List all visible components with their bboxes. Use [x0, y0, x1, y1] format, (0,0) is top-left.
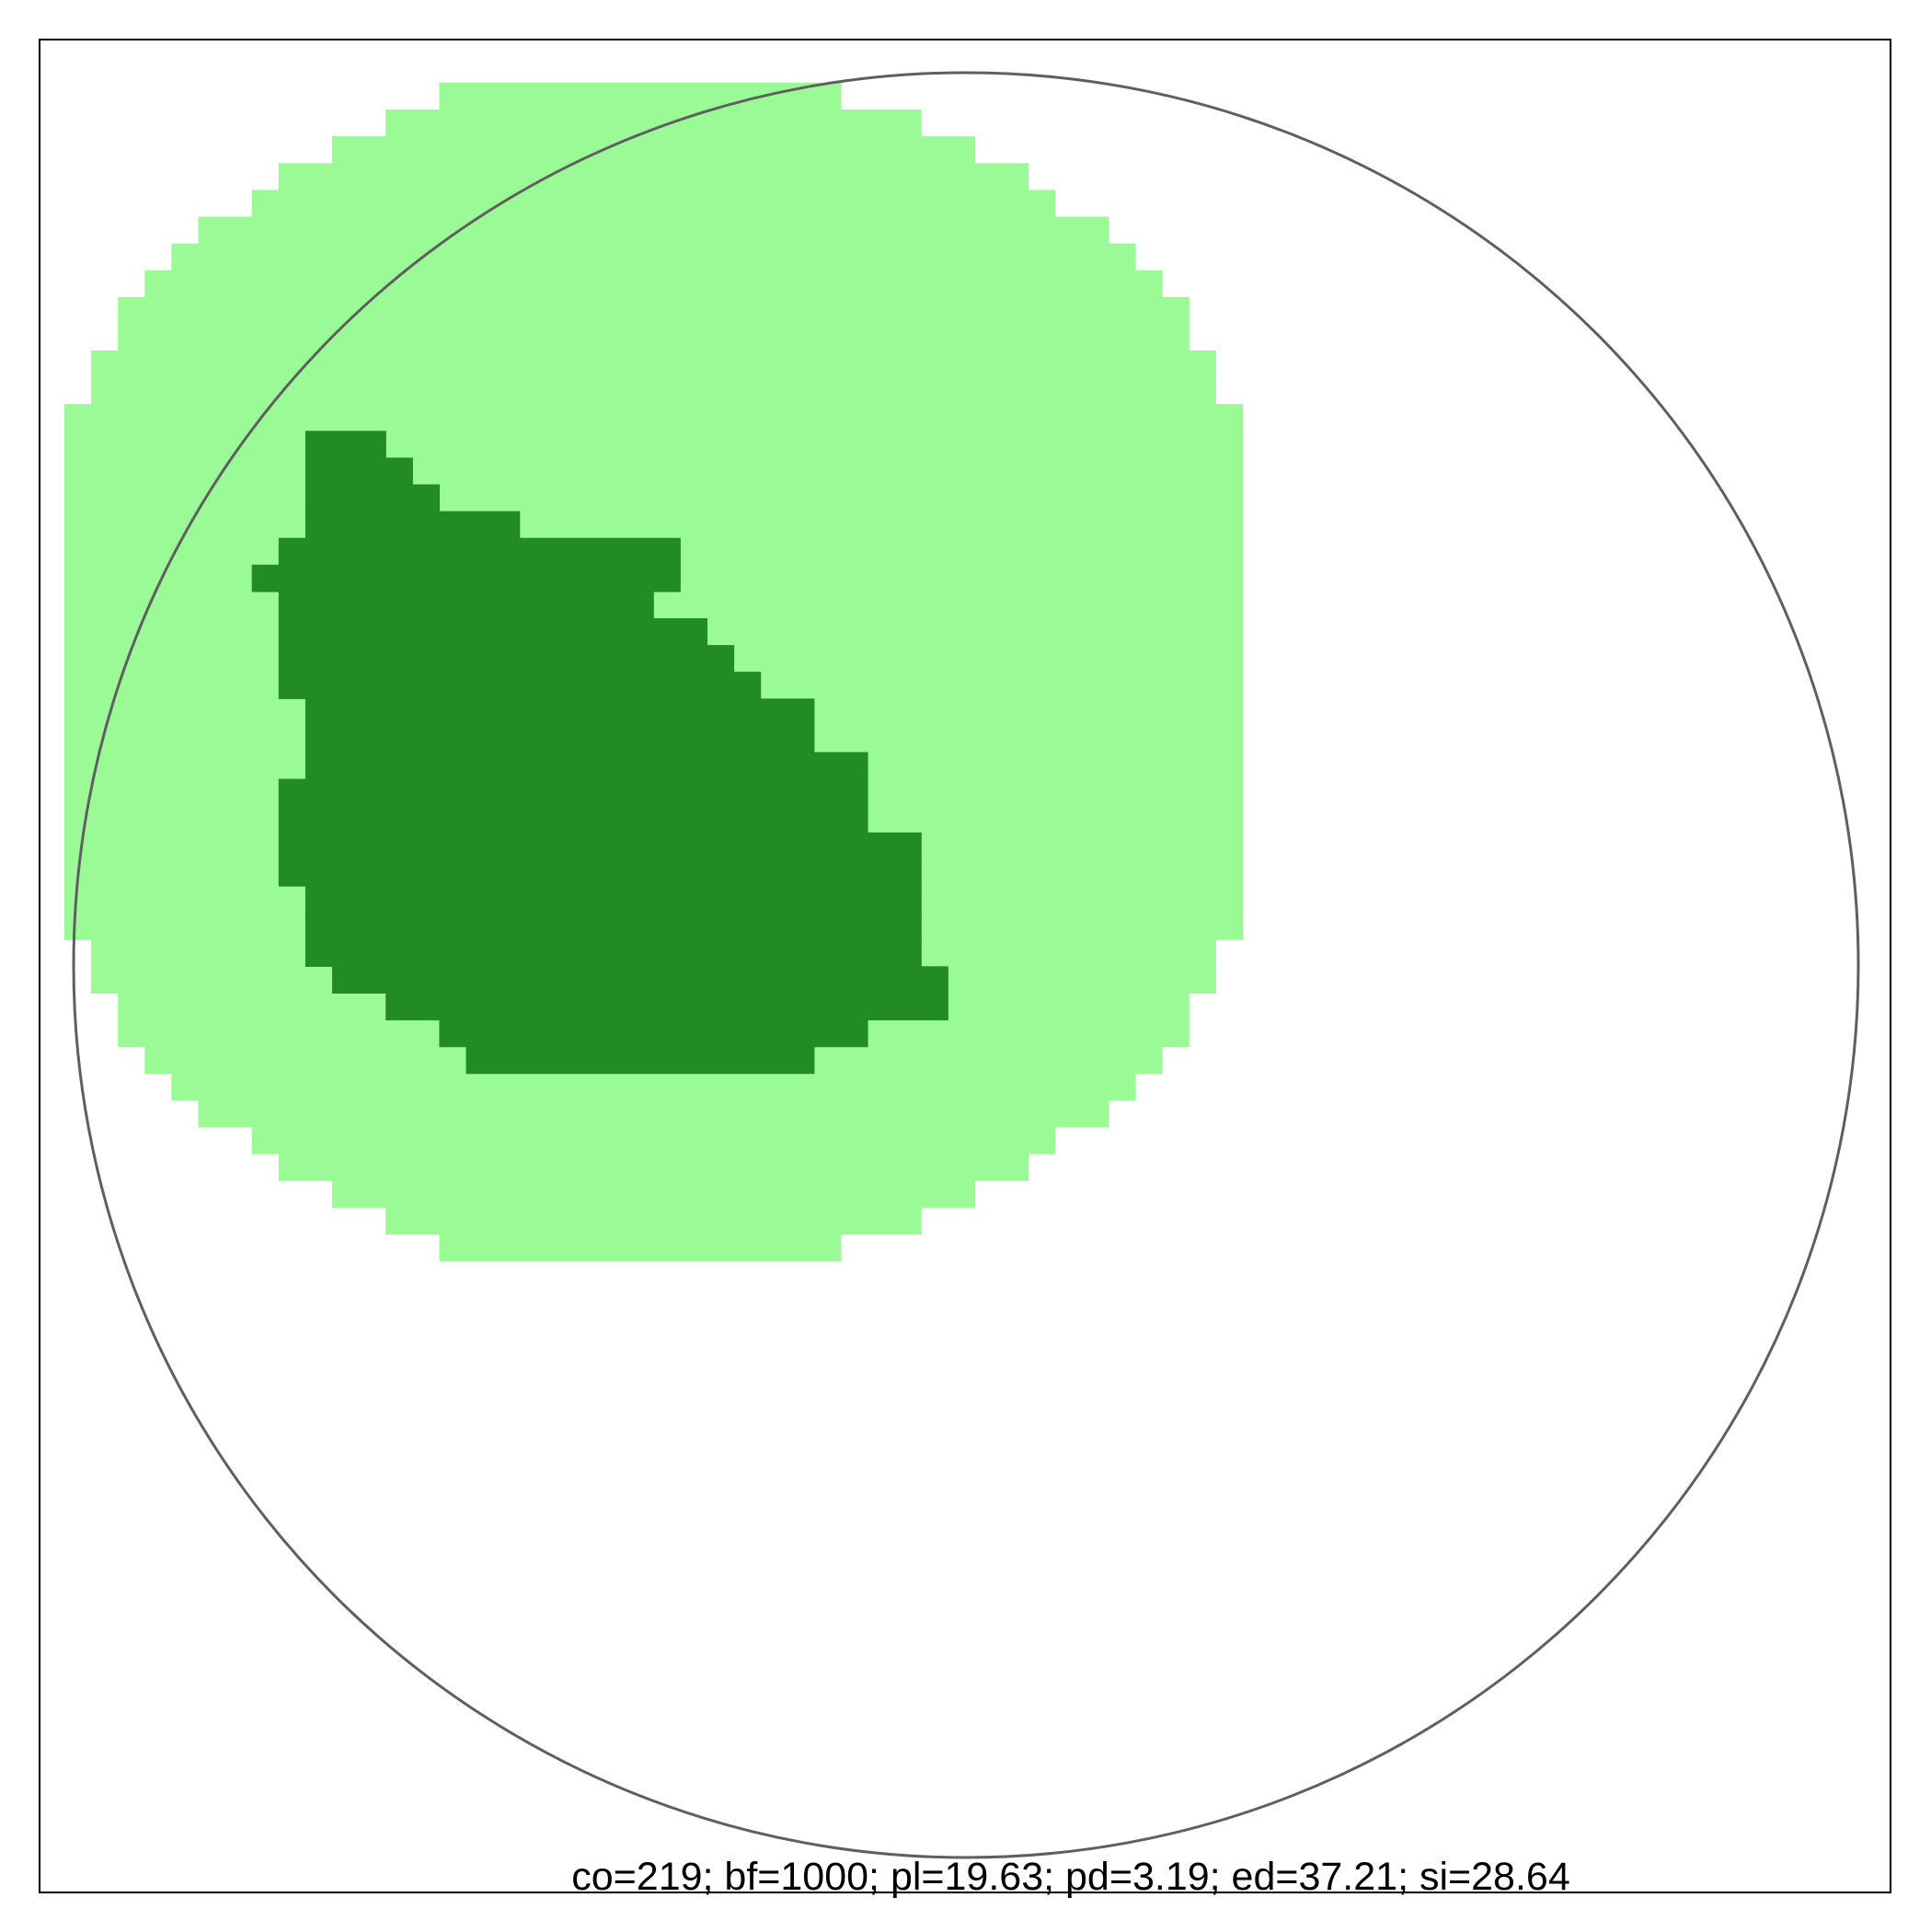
sample-circle-outline — [72, 71, 1860, 1859]
light-cover-cells — [64, 404, 1243, 431]
light-cover-cells — [118, 296, 1190, 325]
dark-cover-cells — [278, 537, 681, 566]
dark-cover-cells — [305, 457, 413, 486]
light-cover-cells — [385, 109, 922, 137]
plot-frame — [39, 39, 1891, 1893]
dark-cover-cells — [305, 698, 815, 726]
dark-cover-cells — [278, 672, 762, 699]
dark-cover-cells — [305, 431, 386, 458]
light-cover-cells — [64, 484, 1243, 512]
dark-cover-cells — [278, 618, 707, 646]
dark-cover-cells — [439, 1019, 868, 1048]
dark-cover-cells — [278, 832, 922, 860]
dark-cover-cells — [305, 752, 868, 780]
dark-cover-cells — [332, 966, 948, 994]
metrics-caption: co=219; bf=1000; pl=19.63; pd=3.19; ed=3… — [571, 1855, 1570, 1899]
dark-cover-cells — [305, 725, 815, 753]
dark-cover-cells — [305, 886, 922, 914]
dark-cover-cells — [385, 993, 948, 1021]
light-cover-cells — [64, 457, 1243, 486]
dark-cover-cells — [278, 805, 868, 834]
light-cover-cells — [144, 270, 1163, 298]
dark-cover-cells — [466, 1046, 815, 1075]
dark-cover-layer — [251, 431, 948, 1075]
dark-cover-cells — [305, 913, 922, 940]
dark-cover-cells — [278, 858, 922, 887]
light-cover-cells — [198, 216, 1109, 245]
dark-cover-cells — [305, 511, 521, 539]
dark-cover-cells — [305, 939, 922, 967]
light-cover-cells — [278, 1154, 1029, 1181]
light-cover-cells — [91, 351, 1216, 378]
light-cover-cells — [439, 1234, 842, 1261]
light-cover-cells — [64, 431, 1243, 458]
light-cover-cells — [64, 511, 1243, 539]
light-cover-cells — [439, 83, 842, 110]
dark-cover-cells — [278, 645, 735, 673]
light-cover-cells — [171, 243, 1136, 271]
light-cover-cells — [198, 1099, 1109, 1128]
dark-cover-cells — [305, 484, 440, 512]
light-cover-cells — [118, 323, 1190, 351]
dark-cover-cells — [278, 591, 654, 619]
light-cover-cells — [91, 377, 1216, 405]
light-cover-cells — [251, 1126, 1056, 1155]
light-cover-cells — [251, 190, 1056, 218]
dark-cover-cells — [278, 778, 868, 807]
dark-cover-cells — [251, 564, 681, 592]
light-cover-cells — [332, 1180, 975, 1208]
light-cover-cells — [278, 163, 1029, 190]
light-cover-cells — [332, 136, 975, 164]
light-cover-cells — [171, 1073, 1136, 1101]
light-cover-cells — [385, 1207, 922, 1235]
